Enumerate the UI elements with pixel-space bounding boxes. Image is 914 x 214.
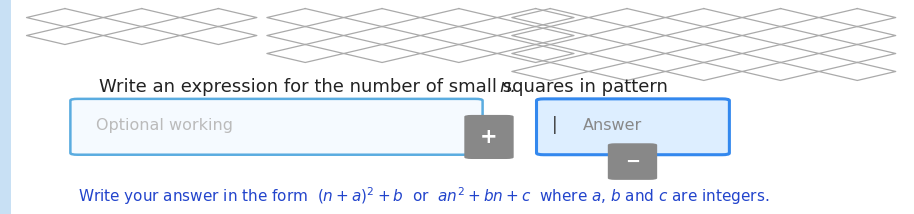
Text: n.: n.	[499, 78, 516, 96]
FancyBboxPatch shape	[70, 99, 483, 155]
Text: Optional working: Optional working	[96, 118, 233, 133]
FancyBboxPatch shape	[537, 99, 729, 155]
Text: |: |	[552, 116, 558, 134]
Text: +: +	[480, 127, 498, 147]
Text: Write an expression for the number of small squares in pattern: Write an expression for the number of sm…	[99, 78, 674, 96]
Text: −: −	[625, 153, 640, 171]
Text: Write your answer in the form  $(n + a)^2 + b$  or  $an^2 + bn + c$  where $a$, : Write your answer in the form $(n + a)^2…	[78, 185, 769, 207]
FancyBboxPatch shape	[608, 143, 657, 180]
FancyBboxPatch shape	[464, 115, 514, 159]
FancyBboxPatch shape	[0, 0, 11, 214]
Text: Answer: Answer	[583, 118, 643, 133]
